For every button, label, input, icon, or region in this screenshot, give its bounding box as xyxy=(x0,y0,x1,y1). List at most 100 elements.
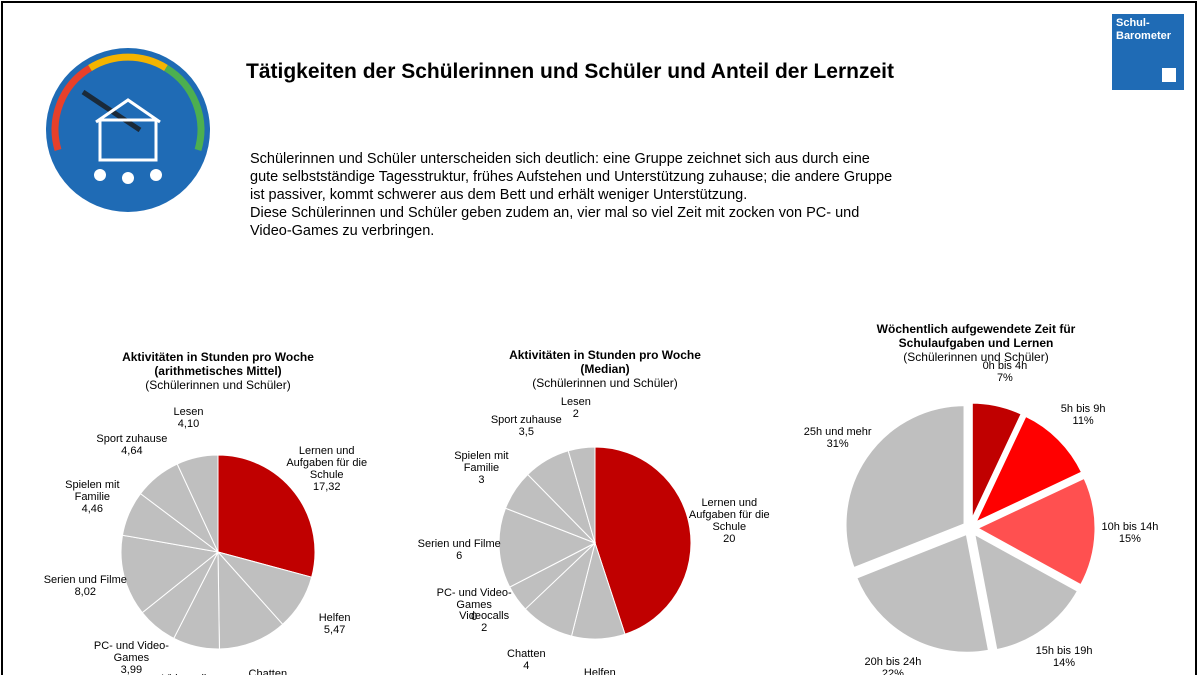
slice-label: Helfen 5,47 xyxy=(290,612,380,636)
value-label: 3,99 xyxy=(120,664,143,675)
chart-title: Wöchentlich aufgewendete Zeit für Schula… xyxy=(876,322,1076,364)
value-label: 3 xyxy=(478,474,485,487)
category-label: Videocalls xyxy=(459,609,510,622)
slice-label: Lesen 2 xyxy=(531,396,621,420)
chart-subtitle: (Schülerinnen und Schüler) xyxy=(903,350,1049,364)
gauge-logo xyxy=(46,48,210,212)
chart-subtitle: (Schülerinnen und Schüler) xyxy=(532,376,678,390)
category-label: 25h und mehr xyxy=(803,426,872,439)
slice-label: Serien und Filme 8,02 xyxy=(40,574,130,598)
slice-label: Spielen mit Familie 3 xyxy=(436,450,526,486)
category-label: Videocalls xyxy=(142,673,232,675)
value-label: 20 xyxy=(723,533,736,546)
pie-slice xyxy=(217,550,284,650)
pie-slice xyxy=(972,475,1098,589)
pie-slice xyxy=(594,446,692,635)
pie-slice xyxy=(567,446,596,544)
value-label: 0 xyxy=(471,611,478,624)
value-label: 4,10 xyxy=(177,418,200,431)
slice-label: 25h und mehr 31% xyxy=(793,426,883,450)
chart-subtitle: (Schülerinnen und Schüler) xyxy=(145,378,291,392)
value-label: 15% xyxy=(1118,533,1141,546)
slice-label: Lesen 4,10 xyxy=(144,406,234,430)
slice-label: 20h bis 24h 22% xyxy=(848,656,938,675)
value-label: 2 xyxy=(572,408,579,421)
category-label: Spielen mit Familie xyxy=(65,479,120,504)
pie-slice xyxy=(498,507,597,588)
category-label: Sport zuhause xyxy=(96,433,168,446)
category-label: 5h bis 9h xyxy=(1060,402,1106,415)
text-line: ist passiver, kommt schwerer aus dem Bet… xyxy=(250,187,748,203)
pie-slice xyxy=(969,400,1025,523)
slice-label: Videocalls 2 xyxy=(439,610,529,634)
value-label: 8,02 xyxy=(74,586,96,598)
slice-label: 5h bis 9h 11% xyxy=(1038,403,1128,427)
value-label: 2 xyxy=(481,621,488,634)
chart-title: Aktivitäten in Stunden pro Woche (arithm… xyxy=(108,350,328,392)
value-label: 3,5 xyxy=(518,425,534,438)
value-label: 6 xyxy=(456,550,463,563)
text-line: Schülerinnen und Schüler unterscheiden s… xyxy=(250,151,870,167)
category-label: 15h bis 19h xyxy=(1035,645,1093,658)
category-label: Lernen und Aufgaben für die Schule xyxy=(286,444,368,481)
slice-label: Chatten 4 xyxy=(481,648,571,672)
logo: Schul- Barometer xyxy=(1112,14,1184,90)
slice-label: 0h bis 4h 7% xyxy=(960,360,1050,384)
slice-label: Serien und Filme 6 xyxy=(414,538,504,562)
value-label: 4,46 xyxy=(81,503,104,516)
pie-slice xyxy=(971,413,1085,527)
slice-label: Chatten6,75 xyxy=(223,668,313,675)
category-label: 10h bis 14h xyxy=(1101,521,1159,534)
slice-label: PC- und Video-Games 3,99 xyxy=(86,640,176,675)
category-label: Lesen xyxy=(173,406,204,419)
value-label: 5,47 xyxy=(323,623,346,636)
value-label: 4,64 xyxy=(121,445,143,458)
slice-label: Sport zuhause 3,5 xyxy=(481,414,571,438)
slice-label: Helfen4 xyxy=(555,667,645,675)
value-label: 31% xyxy=(826,438,849,451)
category-label: Chatten xyxy=(507,648,546,661)
category-label: Helfen xyxy=(583,666,616,675)
value-label: 17,32 xyxy=(312,480,341,493)
slice-label: Spielen mit Familie 4,46 xyxy=(47,479,137,515)
value-label: 4 xyxy=(523,660,530,673)
logo-text: Barometer xyxy=(1116,30,1172,42)
text-line: Video-Games zu verbringen. xyxy=(250,223,435,239)
pie-slice xyxy=(217,454,316,578)
category-label: Spielen mit Familie xyxy=(454,450,509,475)
pie-slice xyxy=(971,530,1081,653)
pie-slice xyxy=(853,531,992,655)
intro-text: Schülerinnen und Schüler unterscheiden s… xyxy=(250,150,892,240)
text-line: gute selbstständige Tagesstruktur, frühe… xyxy=(250,169,893,185)
slice-label: Lernen und Aufgaben für die Schule 17,32 xyxy=(282,445,372,493)
category-label: PC- und Video-Games xyxy=(436,587,512,612)
slice-label: PC- und Video-Games 0 xyxy=(429,587,519,623)
category-label: 0h bis 4h xyxy=(982,359,1028,372)
logo-text: Schul- xyxy=(1116,17,1150,29)
pie-slice xyxy=(843,403,967,571)
category-label: Serien und Filme xyxy=(417,538,501,551)
category-label: 20h bis 24h xyxy=(864,656,922,669)
value-label: 14% xyxy=(1053,657,1076,670)
category-label: Serien und Filme xyxy=(43,574,127,586)
value-label: 11% xyxy=(1072,414,1094,427)
chart-title-text: Aktivitäten in Stunden pro Woche (Median… xyxy=(509,348,701,376)
value-label: 7% xyxy=(996,371,1013,384)
category-label: Lesen xyxy=(560,396,591,409)
slice-label: Videocalls4,61 xyxy=(142,673,232,675)
value-label: 22% xyxy=(881,668,904,675)
category-label: Helfen xyxy=(318,611,351,624)
slice-label: Sport zuhause 4,64 xyxy=(87,433,177,457)
slice-label: 10h bis 14h 15% xyxy=(1085,521,1175,545)
chart-title-text: Wöchentlich aufgewendete Zeit für Schula… xyxy=(876,322,1076,350)
category-label: Lernen und Aufgaben für die Schule xyxy=(688,497,770,534)
category-label: Sport zuhause xyxy=(490,413,562,426)
category-label: Chatten xyxy=(248,667,288,675)
chart-title-text: Aktivitäten in Stunden pro Woche (arithm… xyxy=(122,350,314,378)
category-label: PC- und Video-Games xyxy=(93,640,169,665)
text-line: Diese Schülerinnen und Schüler geben zud… xyxy=(250,205,860,221)
slice-label: Lernen und Aufgaben für die Schule 20 xyxy=(684,497,774,545)
